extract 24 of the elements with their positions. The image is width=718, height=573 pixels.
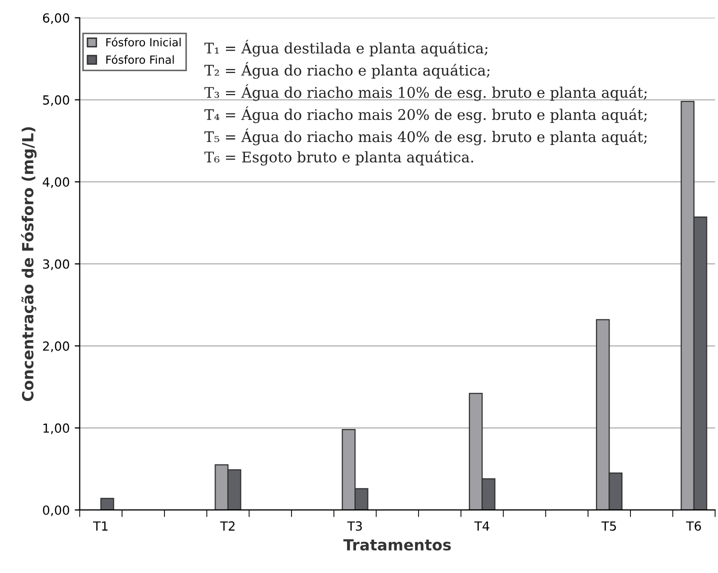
annotation: T₆ = Esgoto bruto e planta aquática. [204,150,474,166]
legend-label: Fósforo Final [106,54,174,64]
x-tick-label: T5 [601,521,616,531]
y-tick-label: 5,00 [43,95,70,106]
annotation: T₁ = Água destilada e planta aquática; [204,40,488,57]
x-tick-label: T2 [220,521,235,531]
y-tick-label: 1,00 [44,423,70,434]
x-tick-label: T6 [686,521,701,531]
x-tick-label: T3 [347,521,362,531]
y-tick-label: 2,00 [43,341,70,352]
annotation: T₂ = Água do riacho e planta aquática; [204,62,490,79]
y-tick-label: 0,00 [42,505,70,516]
y-tick-label: 4,00 [42,177,70,188]
y-tick-label: 3,00 [43,259,70,270]
x-axis-title: Tratamentos [343,539,451,551]
y-tick-label: 6,00 [43,13,70,24]
annotation: T₄ = Água do riacho mais 20% de esg. bruto e planta aquát; [204,106,647,124]
x-tick-label: T1 [93,521,108,531]
legend-label: Fósforo Inicial [106,37,181,46]
annotation: T₃ = Água do riacho mais 10% de esg. bruto e planta aquát; [204,84,647,101]
x-tick-label: T4 [474,521,490,531]
annotation: T₅ = Água do riacho mais 40% de esg. bruto e planta aquát; [204,128,647,146]
bar [100,498,114,510]
y-axis-title: Concentração de Fósforo (mg/L) [21,127,37,402]
